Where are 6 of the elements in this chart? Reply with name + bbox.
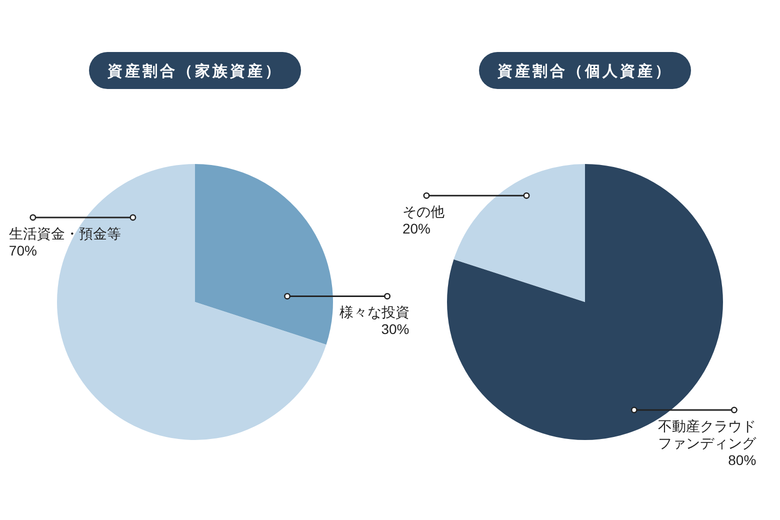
slice-label: その他 20%: [402, 204, 444, 237]
title: 資産割合（個人資産）: [498, 63, 672, 80]
title: 資産割合（家族資産）: [108, 63, 282, 80]
slice-label: 様々な投資 30%: [339, 304, 410, 338]
slice-label: 不動産クラウドファンディング 80%: [658, 418, 756, 468]
slice-label: 生活資金・預金等 70%: [8, 225, 121, 258]
